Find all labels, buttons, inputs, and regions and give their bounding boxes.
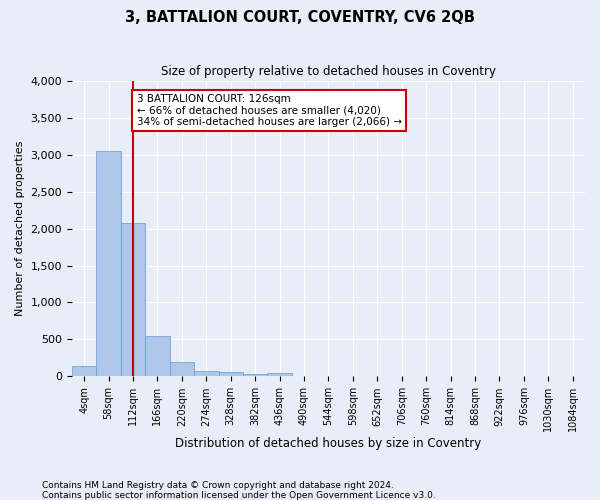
Text: 3, BATTALION COURT, COVENTRY, CV6 2QB: 3, BATTALION COURT, COVENTRY, CV6 2QB [125, 10, 475, 25]
Text: 3 BATTALION COURT: 126sqm
← 66% of detached houses are smaller (4,020)
34% of se: 3 BATTALION COURT: 126sqm ← 66% of detac… [137, 94, 401, 127]
Bar [243, 374, 268, 376]
Bar [194, 370, 218, 376]
Text: Contains public sector information licensed under the Open Government Licence v3: Contains public sector information licen… [42, 490, 436, 500]
Bar [268, 373, 292, 376]
Bar [121, 222, 145, 376]
X-axis label: Distribution of detached houses by size in Coventry: Distribution of detached houses by size … [175, 437, 482, 450]
Bar [97, 151, 121, 376]
Bar [145, 336, 170, 376]
Bar [72, 366, 97, 376]
Text: Contains HM Land Registry data © Crown copyright and database right 2024.: Contains HM Land Registry data © Crown c… [42, 480, 394, 490]
Bar [218, 372, 243, 376]
Bar [170, 362, 194, 376]
Y-axis label: Number of detached properties: Number of detached properties [15, 141, 25, 316]
Title: Size of property relative to detached houses in Coventry: Size of property relative to detached ho… [161, 65, 496, 78]
